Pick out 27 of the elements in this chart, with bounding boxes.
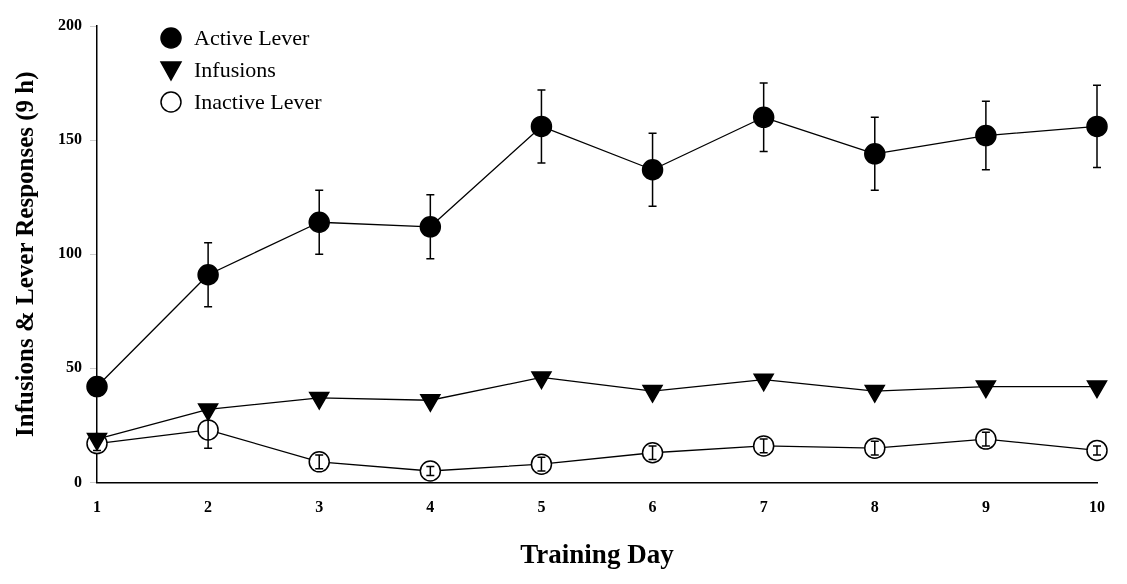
point (86, 375, 108, 398)
x-tick-label: 7 (759, 498, 768, 516)
x-tick-label: 8 (870, 498, 879, 516)
y-tick-label: 100 (58, 244, 82, 262)
y-tick-label: 150 (58, 130, 82, 148)
x-tick-label: 9 (981, 498, 990, 516)
legend-label: Infusions (194, 56, 276, 84)
y-tick-label: 0 (74, 472, 82, 490)
x-tick-label: 3 (315, 498, 324, 516)
point (752, 106, 775, 129)
point (419, 216, 442, 238)
point (419, 460, 442, 482)
point (1086, 439, 1108, 462)
point (641, 159, 664, 181)
x-axis-title: Training Day (520, 538, 675, 569)
y-tick-label: 200 (58, 16, 82, 34)
point (530, 115, 553, 138)
y-axis-title: Infusions & Lever Responses (9 h) (11, 71, 40, 437)
x-tick-label: 10 (1089, 498, 1105, 516)
x-tick-label: 1 (93, 498, 101, 516)
legend-label: Active Lever (194, 24, 310, 52)
x-tick-label: 5 (537, 498, 546, 516)
x-tick-label: 4 (426, 498, 435, 516)
y-tick-label: 50 (66, 358, 82, 376)
legend-label: Inactive Lever (194, 88, 322, 116)
x-tick-label: 2 (204, 498, 213, 516)
x-tick-label: 6 (648, 498, 657, 516)
